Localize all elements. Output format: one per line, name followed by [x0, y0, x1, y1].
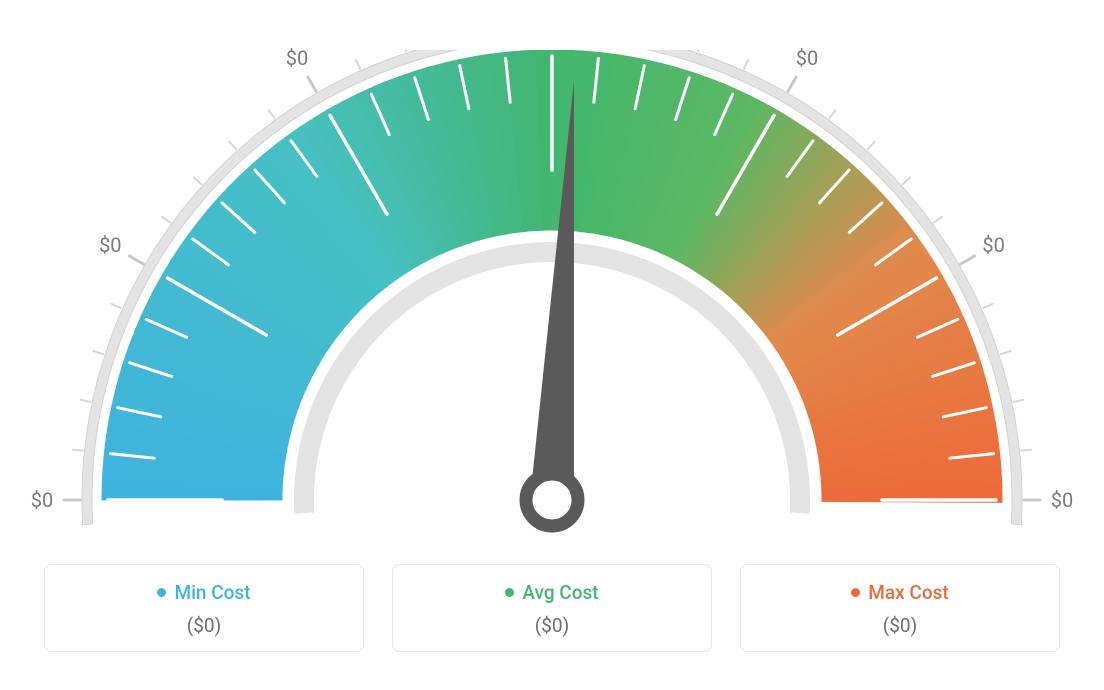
legend-row: Min Cost ($0) Avg Cost ($0) Max Cost ($0…: [0, 564, 1104, 652]
legend-title-row: Avg Cost: [393, 581, 711, 604]
gauge-tick-label: $0: [796, 46, 818, 70]
legend-card-max: Max Cost ($0): [740, 564, 1060, 652]
legend-dot-min: [157, 588, 166, 597]
legend-title-row: Max Cost: [741, 581, 1059, 604]
legend-title-max: Max Cost: [868, 581, 948, 604]
gauge-tick-label: $0: [982, 233, 1004, 257]
gauge-tick-label: $0: [31, 488, 53, 512]
legend-value-max: ($0): [741, 614, 1059, 637]
legend-title-min: Min Cost: [174, 581, 250, 604]
gauge-tick-label: $0: [1051, 488, 1073, 512]
gauge-tick-label: $0: [286, 46, 308, 70]
legend-dot-max: [851, 588, 860, 597]
gauge-svg: [22, 50, 1082, 570]
gauge-tick-label: $0: [99, 233, 121, 257]
gauge-tick-label: $0: [541, 0, 563, 2]
legend-card-avg: Avg Cost ($0): [392, 564, 712, 652]
legend-title-avg: Avg Cost: [522, 581, 598, 604]
legend-dot-avg: [505, 588, 514, 597]
legend-card-min: Min Cost ($0): [44, 564, 364, 652]
gauge-chart: $0 $0 $0 $0 $0 $0 $0: [0, 0, 1104, 560]
legend-value-min: ($0): [45, 614, 363, 637]
legend-title-row: Min Cost: [45, 581, 363, 604]
legend-value-avg: ($0): [393, 614, 711, 637]
